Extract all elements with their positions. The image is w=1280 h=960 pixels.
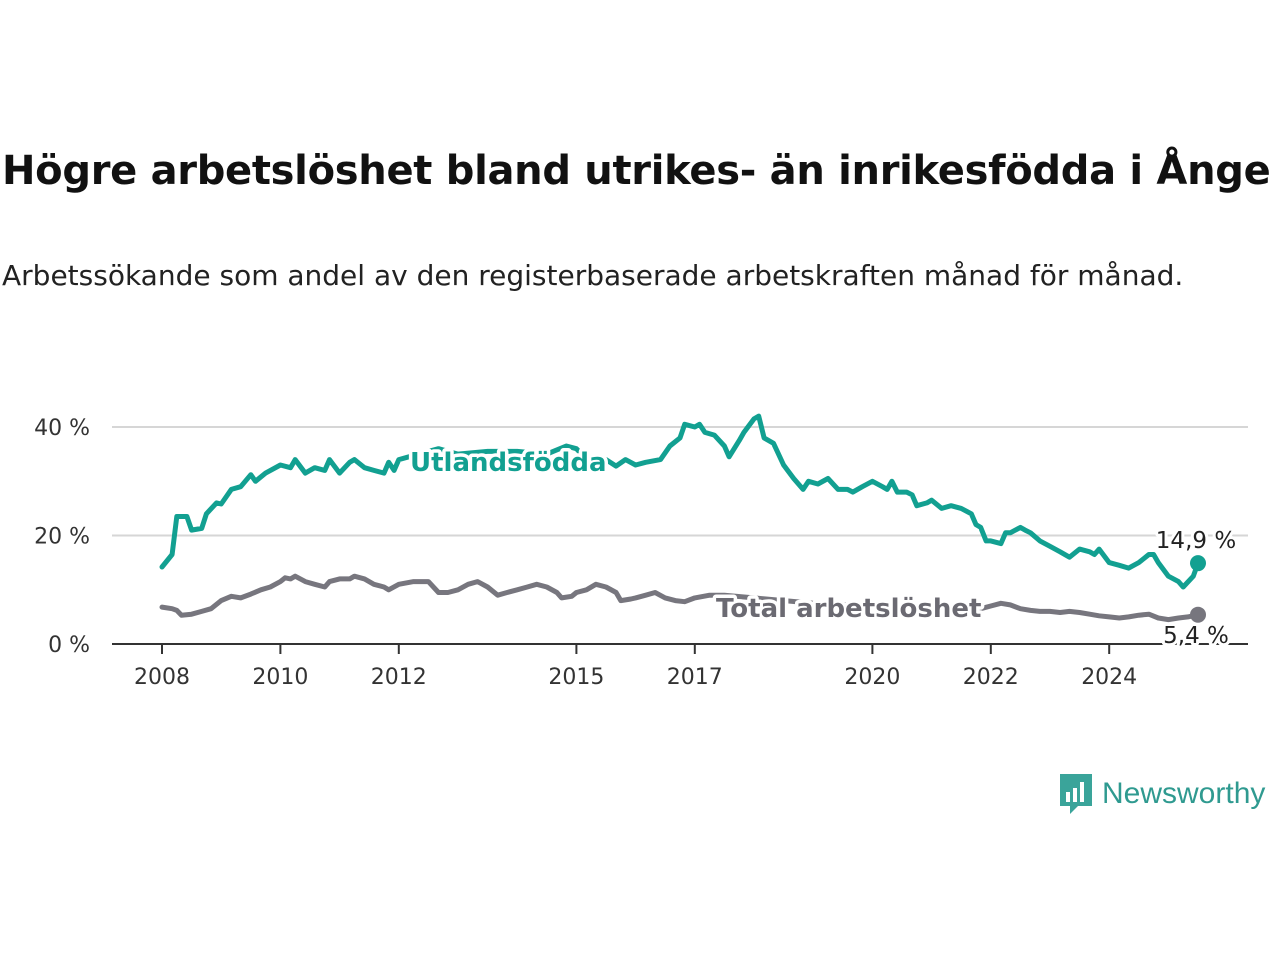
brand-name: Newsworthy (1102, 777, 1266, 810)
x-tick-label: 2015 (548, 665, 604, 690)
chart-title: Högre arbetslöshet bland utrikes- än inr… (2, 148, 1271, 194)
series-label-utlandsfodda: Utlandsfödda (410, 448, 607, 478)
chart-subtitle: Arbetssökande som andel av den registerb… (2, 259, 1184, 292)
series-line-total (159, 573, 1201, 623)
series-line-utlandsfodda (159, 413, 1201, 590)
x-tick-label: 2020 (844, 665, 900, 690)
x-tick-label: 2008 (134, 665, 190, 690)
x-tick-label: 2022 (963, 665, 1019, 690)
line-chart: 0 % 20 % 40 % 2008 2010 2012 2015 2017 2020 2022 2… (34, 413, 1248, 690)
series-label-total: Total arbetslöshet (716, 594, 981, 624)
series-end-marker (1190, 606, 1206, 623)
y-tick-label: 20 % (34, 525, 90, 550)
y-tick-label: 0 % (48, 633, 90, 658)
series-end-marker (1190, 555, 1206, 572)
x-tick-label: 2024 (1081, 665, 1137, 690)
newsworthy-logo-icon (1060, 774, 1092, 814)
x-tick-label: 2012 (371, 665, 427, 690)
end-label-utlandsfodda: 14,9 % (1156, 528, 1236, 554)
y-tick-label: 40 % (34, 416, 90, 441)
x-tick-label: 2017 (667, 665, 723, 690)
x-tick-label: 2010 (252, 665, 308, 690)
end-label-total: 5,4 % (1163, 623, 1229, 649)
newsworthy-logo: Newsworthy (1058, 772, 1265, 816)
